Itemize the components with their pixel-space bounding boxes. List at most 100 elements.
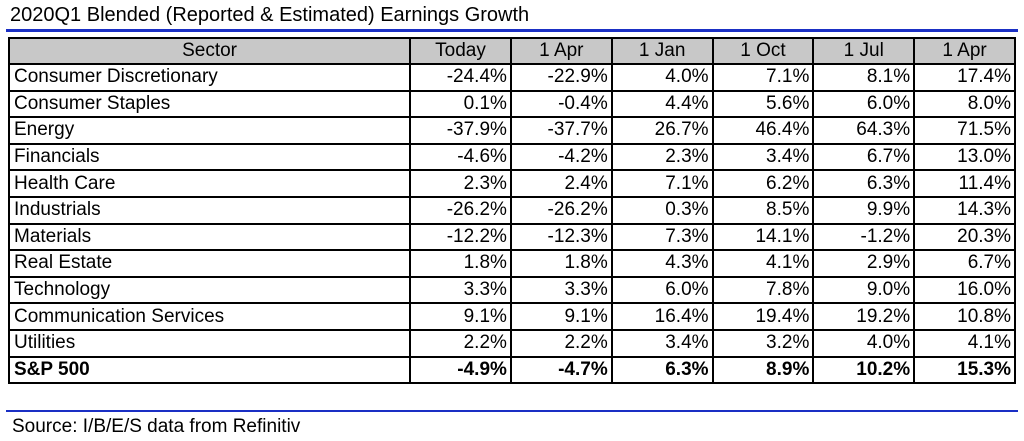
jan-cell: 3.4% (610, 328, 714, 358)
jul-cell: -1.2% (812, 222, 916, 252)
apr-current-cell: -37.7% (509, 116, 613, 145)
jul-cell: 19.2% (812, 302, 916, 331)
jul-cell: 9.0% (812, 275, 916, 305)
apr-prior-cell: 8.0% (913, 89, 1016, 119)
sector-cell: Energy (7, 116, 412, 145)
today-cell: -12.2% (409, 222, 512, 252)
today-cell: -4.6% (409, 142, 512, 172)
header-1-jul: 1 Jul (812, 37, 916, 65)
table-row: Consumer Staples 0.1% -0.4% 4.4% 5.6% 6.0% 8.0… (7, 89, 1016, 119)
header-1-jan: 1 Jan (610, 37, 714, 65)
oct-cell: 7.8% (711, 275, 815, 305)
apr-prior-cell: 6.7% (913, 249, 1016, 278)
jul-cell: 2.9% (812, 249, 916, 278)
sector-cell: Industrials (7, 195, 412, 225)
today-cell: -26.2% (409, 195, 512, 225)
jan-cell: 0.3% (610, 195, 714, 225)
today-cell: 2.3% (409, 169, 512, 198)
jan-cell: 7.3% (610, 222, 714, 252)
sector-cell: Financials (7, 142, 412, 172)
table-row: Energy -37.9% -37.7% 26.7% 46.4% 64.3% 71.5% (7, 116, 1016, 145)
apr-current-cell: 2.4% (509, 169, 613, 198)
oct-cell: 14.1% (711, 222, 815, 252)
apr-current-cell: -4.7% (509, 355, 613, 385)
jan-cell: 2.3% (610, 142, 714, 172)
today-cell: -24.4% (409, 63, 512, 92)
jul-cell: 8.1% (812, 63, 916, 92)
apr-current-cell: -0.4% (509, 89, 613, 119)
table-row: Consumer Discretionary -24.4% -22.9% 4.0% 7.… (7, 63, 1016, 92)
header-row: Sector Today 1 Apr 1 Jan 1 Oct 1 Jul 1 A… (7, 37, 1016, 65)
table-row: Real Estate 1.8% 1.8% 4.3% 4.1% 2.9% 6.7% (7, 249, 1016, 278)
jan-cell: 4.3% (610, 249, 714, 278)
sector-cell: Consumer Staples (7, 89, 412, 119)
jul-cell: 4.0% (812, 328, 916, 358)
header-1-oct: 1 Oct (711, 37, 815, 65)
apr-current-cell: -22.9% (509, 63, 613, 92)
apr-current-cell: 9.1% (509, 302, 613, 331)
apr-prior-cell: 17.4% (913, 63, 1016, 92)
apr-prior-cell: 14.3% (913, 195, 1016, 225)
sector-cell: Consumer Discretionary (7, 63, 412, 92)
jan-cell: 4.0% (610, 63, 714, 92)
jan-cell: 7.1% (610, 169, 714, 198)
apr-prior-cell: 10.8% (913, 302, 1016, 331)
jan-cell: 16.4% (610, 302, 714, 331)
table-row: Financials -4.6% -4.2% 2.3% 3.4% 6.7% 13.0% (7, 142, 1016, 172)
today-cell: 2.2% (409, 328, 512, 358)
today-cell: -4.9% (409, 355, 512, 385)
apr-current-cell: 1.8% (509, 249, 613, 278)
oct-cell: 4.1% (711, 249, 815, 278)
jul-cell: 9.9% (812, 195, 916, 225)
today-cell: -37.9% (409, 116, 512, 145)
bottom-rule (6, 410, 1018, 412)
apr-prior-cell: 20.3% (913, 222, 1016, 252)
apr-prior-cell: 4.1% (913, 328, 1016, 358)
source-note: Source: I/B/E/S data from Refinitiv (12, 416, 301, 437)
table-title: 2020Q1 Blended (Reported & Estimated) Ea… (10, 4, 530, 26)
apr-prior-cell: 11.4% (913, 169, 1016, 198)
table-row: Industrials -26.2% -26.2% 0.3% 8.5% 9.9% 14.3% (7, 195, 1016, 225)
today-cell: 0.1% (409, 89, 512, 119)
oct-cell: 6.2% (711, 169, 815, 198)
jul-cell: 6.7% (812, 142, 916, 172)
table-row: Materials -12.2% -12.3% 7.3% 14.1% -1.2% 20.3% (7, 222, 1016, 252)
oct-cell: 46.4% (711, 116, 815, 145)
table-row: Health Care 2.3% 2.4% 7.1% 6.2% 6.3% 11.4% (7, 169, 1016, 198)
oct-cell: 8.9% (711, 355, 815, 385)
total-row: S&P 500 -4.9% -4.7% 6.3% 8.9% 10.2% 15.3% (7, 355, 1016, 385)
sector-cell: Real Estate (7, 249, 412, 278)
table-row: Technology 3.3% 3.3% 6.0% 7.8% 9.0% 16.0% (7, 275, 1016, 305)
table-row: Utilities 2.2% 2.2% 3.4% 3.2% 4.0% 4.1% (7, 328, 1016, 358)
earnings-growth-table: Sector Today 1 Apr 1 Jan 1 Oct 1 Jul 1 A… (7, 37, 1016, 385)
table-row: Communication Services 9.1% 9.1% 16.4% 19.4%… (7, 302, 1016, 331)
apr-prior-cell: 71.5% (913, 116, 1016, 145)
jan-cell: 26.7% (610, 116, 714, 145)
sector-cell: Technology (7, 275, 412, 305)
header-1-apr-current: 1 Apr (509, 37, 613, 65)
oct-cell: 3.4% (711, 142, 815, 172)
today-cell: 9.1% (409, 302, 512, 331)
apr-current-cell: 3.3% (509, 275, 613, 305)
today-cell: 3.3% (409, 275, 512, 305)
apr-current-cell: -26.2% (509, 195, 613, 225)
sector-cell: Health Care (7, 169, 412, 198)
jul-cell: 10.2% (812, 355, 916, 385)
jan-cell: 4.4% (610, 89, 714, 119)
sector-cell: Communication Services (7, 302, 412, 331)
jul-cell: 6.3% (812, 169, 916, 198)
oct-cell: 8.5% (711, 195, 815, 225)
jan-cell: 6.0% (610, 275, 714, 305)
sector-cell: S&P 500 (7, 355, 412, 385)
top-rule (6, 29, 1018, 32)
sector-cell: Utilities (7, 328, 412, 358)
sector-cell: Materials (7, 222, 412, 252)
today-cell: 1.8% (409, 249, 512, 278)
header-today: Today (409, 37, 512, 65)
oct-cell: 5.6% (711, 89, 815, 119)
apr-prior-cell: 15.3% (913, 355, 1016, 385)
header-sector: Sector (7, 37, 412, 65)
apr-prior-cell: 16.0% (913, 275, 1016, 305)
apr-current-cell: 2.2% (509, 328, 613, 358)
oct-cell: 7.1% (711, 63, 815, 92)
